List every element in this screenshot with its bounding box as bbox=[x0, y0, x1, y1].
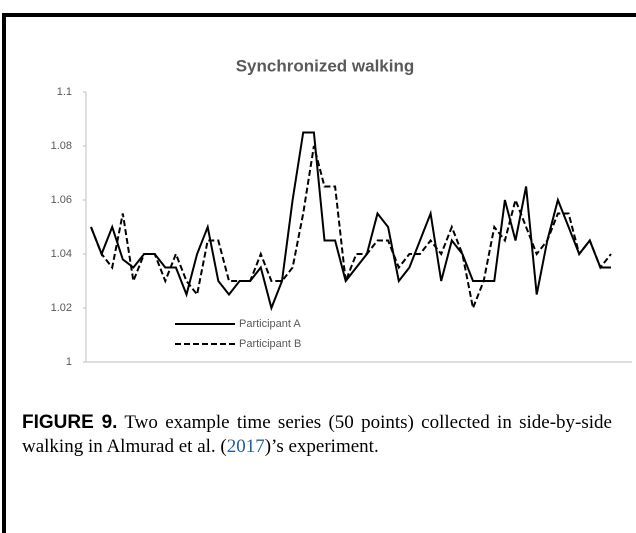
y-tick-label: 1.1 bbox=[57, 86, 72, 98]
caption-text-end: )’s experiment. bbox=[264, 436, 379, 457]
caption-text: Two example time series (50 points) coll… bbox=[22, 412, 612, 457]
series-line bbox=[90, 131, 611, 312]
y-tick-label: 1.04 bbox=[51, 248, 72, 260]
series-line bbox=[90, 145, 612, 312]
legend-label: Participant B bbox=[239, 338, 301, 350]
chart: Synchronized walking 1 1.02 1.04 1.06 1.08 1.… bbox=[51, 56, 632, 368]
caption-link[interactable]: 2017 bbox=[226, 436, 265, 457]
caption-label: FIGURE 9. bbox=[22, 412, 118, 433]
legend-label: Participant A bbox=[239, 318, 301, 330]
y-tick-label: 1.06 bbox=[51, 194, 72, 206]
y-tick-label: 1.02 bbox=[51, 302, 72, 314]
y-tick-label: 1 bbox=[66, 356, 72, 368]
chart-title: Synchronized walking bbox=[236, 56, 415, 75]
caption: FIGURE 9. Two example time series (50 po… bbox=[22, 411, 612, 459]
y-tick-label: 1.08 bbox=[51, 140, 72, 152]
figure-frame bbox=[2, 13, 636, 533]
